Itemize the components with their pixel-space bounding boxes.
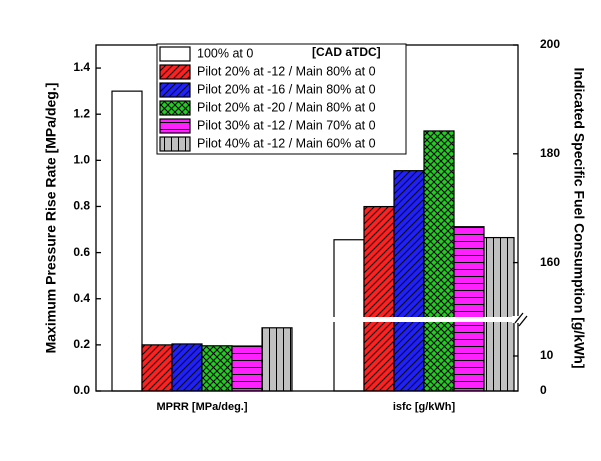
bar <box>423 130 455 392</box>
y2-tick-label: 200 <box>540 37 560 51</box>
legend-swatch <box>159 118 191 134</box>
y2-tick-label: 0 <box>540 383 547 397</box>
y2-tick-label: 160 <box>540 255 560 269</box>
bar <box>363 205 395 392</box>
legend-label: Pilot 40% at -12 / Main 60% at 0 <box>197 136 376 150</box>
y-tick-label: 0.0 <box>73 383 90 397</box>
y-tick-label: 1.0 <box>73 153 90 167</box>
y-tick-label: 0.8 <box>73 199 90 213</box>
bar <box>201 345 233 392</box>
legend-swatch <box>159 100 191 116</box>
bar <box>483 236 515 392</box>
y2-tick-label: 10 <box>540 348 554 362</box>
legend-swatch <box>159 82 191 98</box>
legend-swatch <box>159 136 191 152</box>
bar <box>231 345 263 392</box>
bar <box>393 170 425 392</box>
legend-title: [CAD aTDC] <box>312 45 381 59</box>
y-tick-label: 0.6 <box>73 245 90 259</box>
legend-swatch <box>159 46 191 62</box>
y-axis-title: Maximum Pressure Rise Rate [MPa/deg.] <box>43 83 59 354</box>
bar <box>171 343 203 392</box>
bar <box>333 239 365 392</box>
legend-swatch <box>159 64 191 80</box>
y-tick-label: 0.4 <box>73 291 90 305</box>
y-tick-label: 1.2 <box>73 106 90 120</box>
bar <box>111 90 143 392</box>
x-tick-label: MPRR [MPa/deg.] <box>156 401 247 413</box>
y-tick-label: 1.4 <box>73 60 90 74</box>
bar <box>141 344 173 392</box>
y-tick-label: 0.2 <box>73 337 90 351</box>
legend-label: Pilot 20% at -16 / Main 80% at 0 <box>197 82 376 96</box>
axis-break-mark <box>514 312 528 327</box>
bar <box>453 226 485 392</box>
legend-box <box>156 43 407 155</box>
y2-axis-title: Indicated Specific Fuel Consumption [g/k… <box>571 67 587 368</box>
x-tick-label: isfc [g/kWh] <box>393 401 456 413</box>
legend-label: Pilot 20% at -20 / Main 80% at 0 <box>197 100 376 114</box>
bar <box>261 327 293 392</box>
axis-break <box>512 316 542 323</box>
legend-label: 100% at 0 <box>197 46 253 60</box>
axis-break <box>332 317 516 322</box>
legend-label: Pilot 30% at -12 / Main 70% at 0 <box>197 118 376 132</box>
y2-tick-label: 180 <box>540 146 560 160</box>
legend-label: Pilot 20% at -12 / Main 80% at 0 <box>197 64 376 78</box>
